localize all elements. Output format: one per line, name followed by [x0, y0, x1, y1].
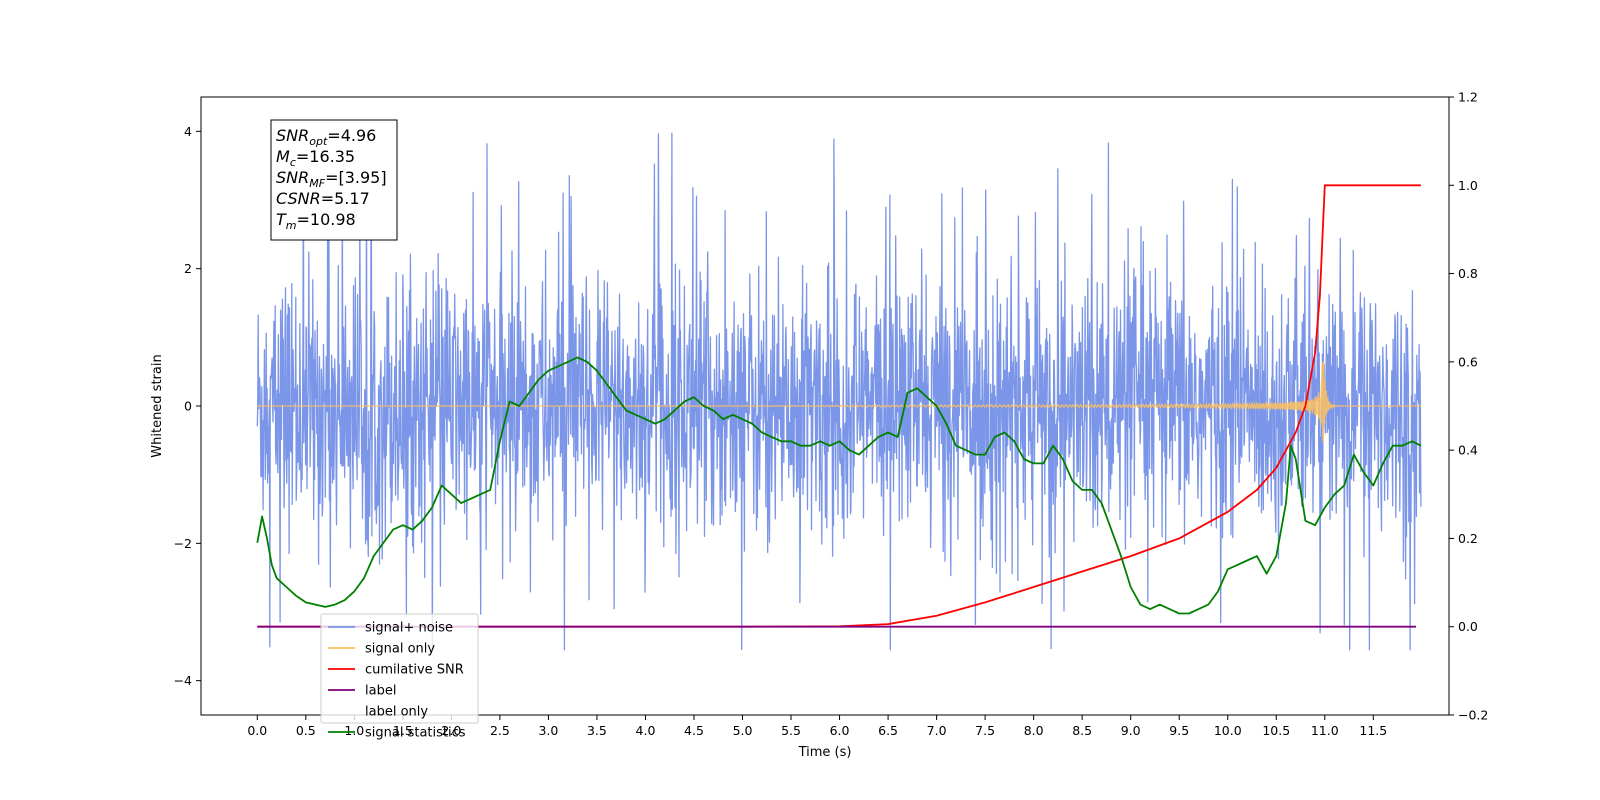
y-tick-label: 2	[184, 261, 192, 276]
y2-tick-label: 0.8	[1458, 266, 1478, 281]
y2-tick-label: 1.0	[1458, 178, 1478, 193]
info-box-line: SNRMF=[3.95]	[276, 168, 387, 190]
info-symbol: T	[276, 210, 287, 229]
x-tick-label: 1.0	[344, 723, 364, 738]
legend-entry: signal only	[365, 642, 435, 657]
legend: signal+ noise signal only cumilative SNR la…	[320, 613, 479, 741]
info-box-line: CSNR=5.17	[276, 189, 370, 208]
x-tick-label: 11.0	[1311, 723, 1339, 738]
legend-entry: cumilative SNR	[365, 663, 464, 678]
x-tick-label: 3.0	[538, 723, 558, 738]
x-tick-label: 10.5	[1262, 723, 1290, 738]
info-value: =5.17	[321, 189, 370, 208]
y-axis-label: Whitened strain	[150, 354, 165, 457]
y-tick-label: −4	[174, 673, 192, 688]
x-tick-label: 0.5	[296, 723, 316, 738]
x-tick-label: 11.5	[1359, 723, 1387, 738]
x-tick-label: 8.5	[1072, 723, 1092, 738]
x-tick-label: 2.5	[490, 723, 510, 738]
x-tick-label: 4.5	[684, 723, 704, 738]
info-subscript: opt	[309, 135, 328, 148]
info-box: SNRopt=4.96Mc=16.35SNRMF=[3.95]CSNR=5.17…	[270, 119, 398, 241]
legend-entry: signal statistics	[365, 726, 466, 741]
legend-frame	[320, 613, 479, 724]
series-line-signal-noise	[256, 132, 1422, 651]
x-axis-label: Time (s)	[798, 745, 852, 760]
x-tick-label: 7.0	[927, 723, 947, 738]
info-value: =16.35	[296, 147, 355, 166]
y2-tick-label: 0.4	[1458, 443, 1478, 458]
series-line-cumilative-snr	[257, 184, 1421, 628]
x-tick-label: 6.5	[878, 723, 898, 738]
info-symbol: M	[276, 147, 290, 166]
info-box-line: Tm=10.98	[276, 210, 356, 232]
x-tick-label: 2.0	[441, 723, 461, 738]
y2-tick-label: 1.2	[1458, 90, 1478, 105]
x-tick-label: 5.0	[733, 723, 753, 738]
info-subscript: MF	[309, 177, 325, 190]
info-value: =10.98	[297, 210, 356, 229]
info-box-line: Mc=16.35	[276, 147, 355, 169]
x-tick-label: 7.5	[975, 723, 995, 738]
info-symbol: CSNR	[276, 189, 321, 208]
x-tick-label: 6.0	[830, 723, 850, 738]
y2-tick-label: −0.2	[1458, 708, 1488, 723]
series-line-signal-only	[257, 360, 1421, 443]
x-tick-label: 5.5	[781, 723, 801, 738]
x-tick-label: 8.0	[1024, 723, 1044, 738]
x-tick-label: 4.0	[636, 723, 656, 738]
y-axis-right: −0.2 0.0 0.2 0.4 0.6 0.8 1.0 1.2	[1449, 90, 1488, 723]
x-tick-label: 1.5	[393, 723, 413, 738]
x-tick-label: 9.5	[1169, 723, 1189, 738]
x-tick-label: 10.0	[1214, 723, 1242, 738]
legend-entry: label	[365, 684, 396, 699]
info-subscript: c	[290, 156, 296, 169]
legend-entry: label only	[365, 705, 428, 720]
info-symbol: SNR	[276, 168, 309, 187]
x-tick-label: 0.0	[247, 723, 267, 738]
x-tick-label: 9.0	[1121, 723, 1141, 738]
x-axis: 0.0 0.5 1.0 1.5 2.0 2.5 3.0 3.5 4.0 4.5 5.0 5.5 6.0 6…	[247, 715, 1387, 738]
y2-tick-label: 0.0	[1458, 619, 1478, 634]
info-box-line: SNRopt=4.96	[276, 126, 376, 148]
y-tick-label: 0	[184, 399, 192, 414]
info-subscript: m	[286, 219, 297, 232]
legend-entry: signal+ noise	[365, 621, 453, 636]
y-axis-left: −4 −2 0 2 4	[174, 124, 201, 688]
y-tick-label: 4	[184, 124, 192, 139]
series-line-signal-statistics	[256, 356, 1422, 615]
y-tick-label: −2	[174, 536, 192, 551]
y2-tick-label: 0.2	[1458, 531, 1478, 546]
info-symbol: SNR	[276, 126, 309, 145]
info-value: =4.96	[327, 126, 376, 145]
y2-tick-label: 0.6	[1458, 354, 1478, 369]
x-tick-label: 3.5	[587, 723, 607, 738]
info-value: =[3.95]	[325, 168, 387, 187]
info-box-frame	[270, 119, 398, 241]
